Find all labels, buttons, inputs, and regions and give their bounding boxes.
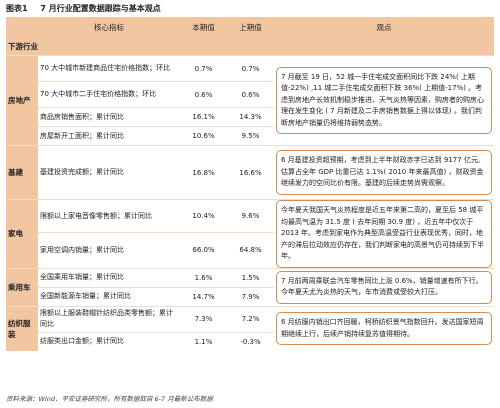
table-row: 纺服类出口金额；累计同比 1.1% -0.3%	[6, 331, 494, 351]
table-row: 房屋新开工面积；累计同比 10.6% 9.5%	[6, 126, 494, 146]
indicator-cell: 70 大中城市二手住宅价格指数；环比	[38, 81, 180, 108]
indicator-cell: 基建投资完成额；累计同比	[38, 145, 180, 200]
table-row: 基建 基建投资完成额；累计同比 16.8% 16.6% 6 月基建投资超预期，考…	[6, 145, 494, 200]
header-current: 本期值	[180, 17, 227, 37]
table-row: 乘用车 全国乘用车销量；累计同比 1.6% 1.5% 7 月前两周乘联会汽车零售…	[6, 267, 494, 306]
category-textile: 纺织服装	[6, 305, 38, 351]
indicator-cell: 房屋新开工面积；累计同比	[38, 126, 180, 146]
previous-value: 9.5%	[227, 126, 274, 146]
header-view: 观点	[274, 17, 494, 37]
previous-value: 7.9%	[227, 286, 274, 306]
previous-value: 16.6%	[227, 145, 274, 200]
figure-title: 7 月行业配置数据跟踪与基本观点	[40, 4, 161, 13]
view-appliances: 今年夏天我国天气炎热程度是近五年来第二高的，夏至后 58 城平均最高气温为 31…	[276, 200, 492, 268]
current-value: 16.8%	[180, 145, 227, 200]
view-infrastructure: 6 月基建投资超预期，考虑到上半年财政赤字已达到 9177 亿元,估算占全年 G…	[276, 150, 492, 195]
view-passenger-car: 7 月前两周乘联会汽车零售同比上涨 0.6%，销量增速有所下行。今年夏天尤为炎热…	[276, 270, 492, 304]
indicator-cell: 全国乘用车销量；累计同比	[38, 267, 180, 287]
header-previous: 上期值	[227, 17, 274, 37]
current-value: 10.4%	[180, 198, 227, 233]
previous-value: 1.5%	[227, 267, 274, 287]
indicator-cell: 70 大中城市新建商品住宅价格指数；环比	[38, 55, 180, 82]
indicator-cell: 全国新能源车销量；累计同比	[38, 286, 180, 306]
previous-value: 14.3%	[227, 107, 274, 127]
source-note: 资料来源：Wind、平安证券研究所，所有数据取自 6-7 月最新公布数据	[6, 395, 213, 403]
section-title: 下游行业	[6, 37, 494, 56]
current-value: 66.0%	[180, 232, 227, 268]
header-indicator: 核心指标	[38, 17, 180, 37]
indicator-cell: 限额以上服装鞋帽针纺织品类零售额；累计同比	[38, 305, 180, 332]
current-value: 1.6%	[180, 267, 227, 287]
previous-value: -0.3%	[227, 331, 274, 351]
previous-value: 9.6%	[227, 198, 274, 233]
indicator-cell: 限额以上家电音像零售额；累计同比	[38, 198, 180, 233]
figure-label: 图表1	[6, 4, 28, 13]
previous-value: 64.8%	[227, 232, 274, 268]
current-value: 16.1%	[180, 107, 227, 127]
current-value: 1.1%	[180, 331, 227, 351]
current-value: 0.6%	[180, 81, 227, 108]
table-row: 家电 限额以上家电音像零售额；累计同比 10.4% 9.6% 今年夏天我国天气炎…	[6, 198, 494, 268]
section-row: 下游行业	[6, 37, 494, 56]
header-row: 核心指标 本期值 上期值 观点	[6, 17, 494, 37]
industry-data-table: 核心指标 本期值 上期值 观点 下游行业 房地产 70 大中城市新建商品住宅价格…	[6, 17, 494, 351]
table-row: 商品房销售面积；累计同比 16.1% 14.3%	[6, 107, 494, 127]
table-row: 纺织服装 限额以上服装鞋帽针纺织品类零售额；累计同比 7.3% 7.2% 6 月…	[6, 305, 494, 351]
category-infrastructure: 基建	[6, 145, 38, 200]
table-row: 70 大中城市二手住宅价格指数；环比 0.6% 0.6%	[6, 81, 494, 108]
current-value: 7.3%	[180, 305, 227, 332]
indicator-cell: 商品房销售面积；累计同比	[38, 107, 180, 127]
indicator-cell: 纺服类出口金额；累计同比	[38, 331, 180, 351]
table-caption: 图表1 7 月行业配置数据跟踪与基本观点	[6, 2, 494, 16]
table-row: 房地产 70 大中城市新建商品住宅价格指数；环比 0.7% 0.7% 7 月截至…	[6, 55, 494, 146]
category-realestate: 房地产	[6, 55, 38, 146]
previous-value: 0.7%	[227, 55, 274, 82]
previous-value: 7.2%	[227, 305, 274, 332]
view-textile: 6 月纺服内销出口齐回暖，柯桥纺织景气指数回升。发达国家短周期继续上行，后续产销…	[276, 312, 492, 346]
category-appliances: 家电	[6, 199, 38, 268]
current-value: 14.7%	[180, 286, 227, 306]
view-realestate: 7 月截至 19 日，52 城一手住宅成交面积同比下跌 24%( 上期值-22%…	[276, 66, 492, 135]
indicator-cell: 家用空调内销量；累计同比	[38, 232, 180, 268]
previous-value: 0.6%	[227, 81, 274, 108]
table-row: 全国新能源车销量；累计同比 14.7% 7.9%	[6, 286, 494, 306]
table-row: 家用空调内销量；累计同比 66.0% 64.8%	[6, 232, 494, 268]
current-value: 0.7%	[180, 55, 227, 82]
header-category	[6, 17, 38, 37]
category-passenger-car: 乘用车	[6, 267, 38, 306]
current-value: 10.6%	[180, 126, 227, 146]
